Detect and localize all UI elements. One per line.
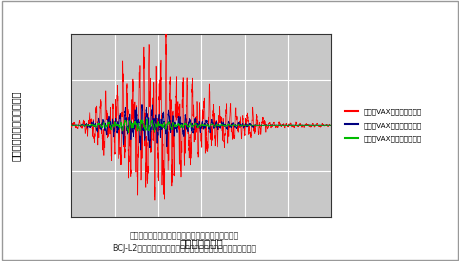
Text: 地上に対する２階床の揺れ: 地上に対する２階床の揺れ (11, 90, 21, 161)
Legend: 等級１VAX無し２階床変位, 等級３VAX無し２階床変位, 等級３VAX有り２階床変位: 等級１VAX無し２階床変位, 等級３VAX無し２階床変位, 等級３VAX有り２階… (344, 108, 421, 143)
Text: 建築基準法で定められた中地震と大地震に相当する: 建築基準法で定められた中地震と大地震に相当する (129, 232, 238, 241)
Text: 時間（ｓｅｃ）: 時間（ｓｅｃ） (179, 238, 223, 248)
Text: BCJ-L2波（日本建築センター模擬波）によるシミュレーション: BCJ-L2波（日本建築センター模擬波）によるシミュレーション (112, 244, 256, 253)
